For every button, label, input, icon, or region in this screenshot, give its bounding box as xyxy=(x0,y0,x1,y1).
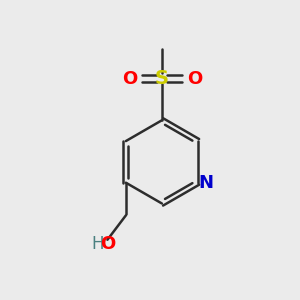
Text: S: S xyxy=(155,69,169,88)
Text: O: O xyxy=(187,70,202,88)
Text: O: O xyxy=(100,235,116,253)
Text: N: N xyxy=(199,174,214,192)
Text: O: O xyxy=(122,70,137,88)
Text: H: H xyxy=(92,235,104,253)
